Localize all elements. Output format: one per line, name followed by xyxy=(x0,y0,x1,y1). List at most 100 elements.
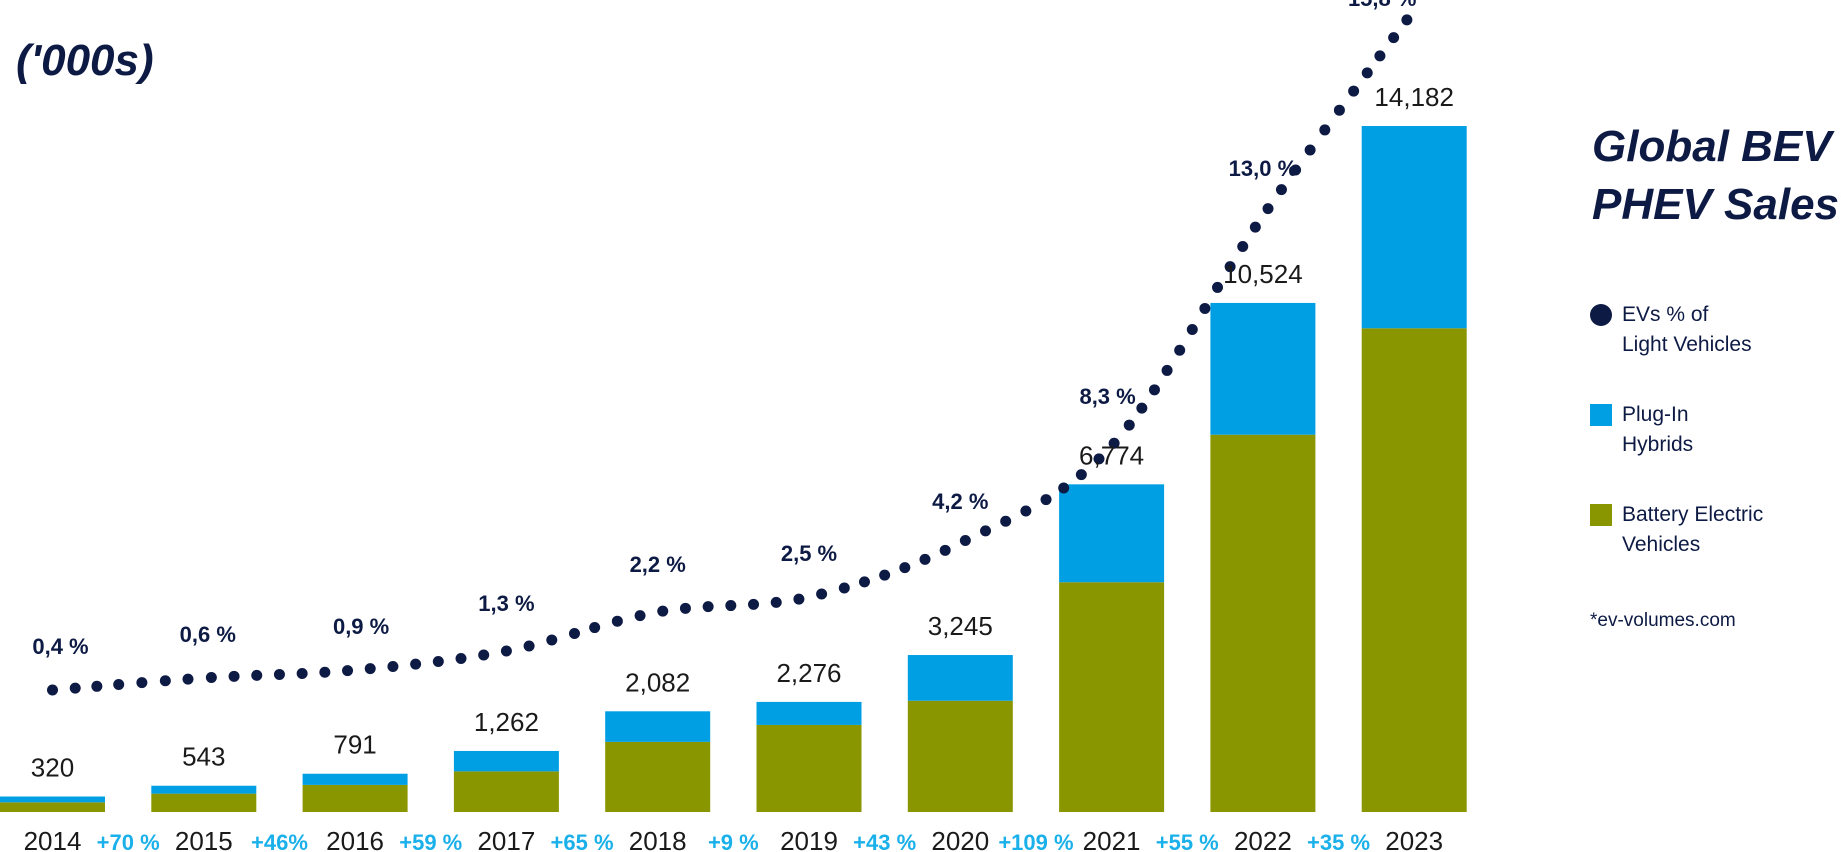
legend-label-bev: Battery Electric Vehicles xyxy=(1622,503,1764,556)
bar-bev-2020 xyxy=(907,700,1013,812)
bar-phev-2018 xyxy=(605,711,711,742)
share-dot-69 xyxy=(1374,50,1386,62)
category-label-2020: 2020 xyxy=(931,826,989,852)
share-dot-1 xyxy=(69,682,81,694)
bar-bev-2015 xyxy=(151,793,257,812)
share-dot-11 xyxy=(296,667,308,679)
bar-phev-2017 xyxy=(453,750,559,772)
share-dot-46 xyxy=(1058,482,1070,494)
growth-label-2015: +70 % xyxy=(97,830,160,852)
bar-bev-2019 xyxy=(756,724,862,812)
share-dot-55 xyxy=(1186,323,1198,335)
share-dot-63 xyxy=(1290,164,1302,176)
share-dot-15 xyxy=(387,660,399,672)
growth-label-2019: +9 % xyxy=(708,830,759,852)
growth-label-2021: +109 % xyxy=(998,830,1073,852)
share-dot-35 xyxy=(838,582,850,594)
share-dot-44 xyxy=(1020,505,1032,517)
bar-bev-2018 xyxy=(605,741,711,812)
share-dot-21 xyxy=(523,640,535,652)
share-dot-53 xyxy=(1161,364,1173,376)
share-dot-8 xyxy=(228,670,240,682)
growth-label-2016: +46% xyxy=(251,830,308,852)
share-dot-57 xyxy=(1212,281,1224,293)
total-label-2020: 3,245 xyxy=(928,611,993,641)
category-label-2021: 2021 xyxy=(1083,826,1141,852)
share-dot-30 xyxy=(725,600,737,612)
share-label-2020: 4,2 % xyxy=(932,489,988,514)
share-dot-9 xyxy=(251,669,263,681)
share-label-2021: 8,3 % xyxy=(1079,384,1135,409)
share-dot-71 xyxy=(1401,14,1413,26)
bar-bev-2022 xyxy=(1210,434,1316,812)
share-label-2023: 15,8 % xyxy=(1348,0,1417,11)
bar-bev-2021 xyxy=(1059,582,1165,812)
share-dot-39 xyxy=(919,553,931,565)
share-dot-20 xyxy=(500,645,512,657)
bars-layer xyxy=(0,126,1467,812)
share-dot-34 xyxy=(816,588,828,600)
share-dot-68 xyxy=(1361,67,1373,79)
share-dot-54 xyxy=(1174,344,1186,356)
share-dot-10 xyxy=(273,668,285,680)
bar-bev-2017 xyxy=(453,771,559,812)
share-dot-14 xyxy=(364,663,376,675)
share-dot-25 xyxy=(611,615,623,627)
share-dot-42 xyxy=(980,525,992,537)
share-dot-12 xyxy=(319,666,331,678)
share-dot-60 xyxy=(1249,221,1261,233)
share-dot-41 xyxy=(959,535,971,547)
legend-label-phev: Plug-In Hybrids xyxy=(1622,403,1694,456)
growth-label-2018: +65 % xyxy=(551,830,614,852)
share-dot-59 xyxy=(1237,240,1249,252)
share-dot-27 xyxy=(657,605,669,617)
unit-label: ('000s) xyxy=(16,36,154,85)
total-label-2023: 14,182 xyxy=(1374,82,1454,112)
bar-bev-2014 xyxy=(0,802,105,812)
share-dot-22 xyxy=(546,634,558,646)
share-label-2016: 0,9 % xyxy=(333,614,389,639)
total-label-2019: 2,276 xyxy=(776,658,841,688)
bar-bev-2016 xyxy=(302,784,408,812)
legend-swatch-bev xyxy=(1590,504,1612,526)
bar-phev-2022 xyxy=(1210,302,1316,435)
share-dot-58 xyxy=(1224,261,1236,273)
share-dot-28 xyxy=(679,602,691,614)
share-dot-66 xyxy=(1333,104,1345,116)
bar-phev-2016 xyxy=(302,773,408,785)
share-dot-61 xyxy=(1262,203,1274,215)
share-label-2017: 1,3 % xyxy=(478,591,534,616)
share-dot-24 xyxy=(589,622,601,634)
share-dot-5 xyxy=(159,675,171,687)
share-label-2019: 2,5 % xyxy=(781,541,837,566)
share-label-2022: 13,0 % xyxy=(1229,156,1298,181)
share-dot-16 xyxy=(410,658,422,670)
bar-bev-2023 xyxy=(1361,328,1467,812)
bar-phev-2015 xyxy=(151,785,257,794)
share-dot-43 xyxy=(1000,515,1012,527)
share-dot-48 xyxy=(1093,453,1105,465)
share-dot-50 xyxy=(1123,419,1135,431)
legend-swatch-phev xyxy=(1590,404,1612,426)
share-dot-49 xyxy=(1108,437,1120,449)
total-label-2016: 791 xyxy=(333,730,376,760)
share-dot-29 xyxy=(702,601,714,613)
growth-label-2023: +35 % xyxy=(1307,830,1370,852)
share-dot-23 xyxy=(568,627,580,639)
share-dot-18 xyxy=(455,653,467,665)
share-label-2014: 0,4 % xyxy=(32,634,88,659)
share-dot-56 xyxy=(1199,302,1211,314)
total-label-2017: 1,262 xyxy=(474,707,539,737)
share-dot-7 xyxy=(205,672,217,684)
share-dot-32 xyxy=(770,596,782,608)
share-dot-33 xyxy=(793,593,805,605)
bar-phev-2020 xyxy=(907,655,1013,701)
share-dot-52 xyxy=(1148,384,1160,396)
share-dot-51 xyxy=(1136,402,1148,414)
share-dot-19 xyxy=(478,649,490,661)
share-dot-40 xyxy=(939,544,951,556)
share-dot-70 xyxy=(1388,32,1400,44)
share-dot-2 xyxy=(91,680,103,692)
growth-label-2022: +55 % xyxy=(1156,830,1219,852)
share-dot-47 xyxy=(1075,469,1087,481)
